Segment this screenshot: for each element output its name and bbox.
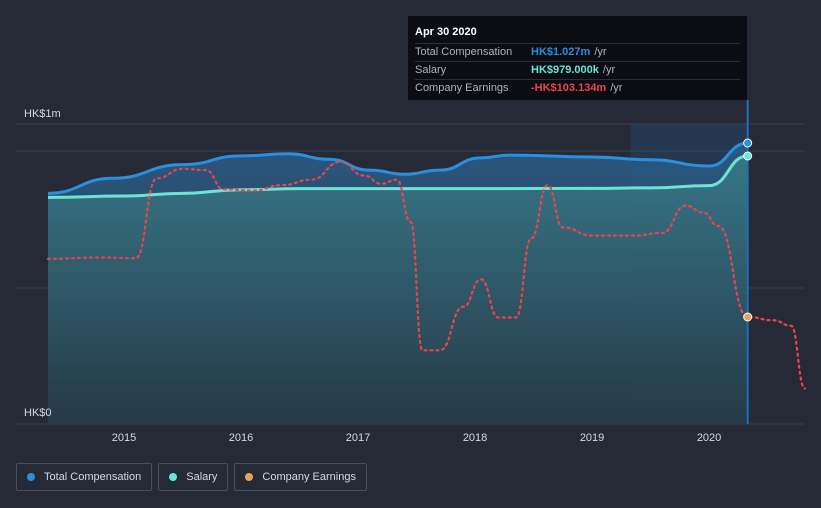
company-earnings-line[interactable] bbox=[46, 160, 807, 390]
tooltip: Apr 30 2020 Total Compensation HK$1.027m… bbox=[408, 16, 747, 100]
tooltip-row-total-compensation: Total Compensation HK$1.027m /yr bbox=[415, 43, 740, 61]
salary-line[interactable] bbox=[47, 154, 748, 199]
company-earnings-marker[interactable] bbox=[743, 312, 753, 322]
legend-item-total-compensation[interactable]: Total Compensation bbox=[16, 463, 153, 491]
legend-label: Total Compensation bbox=[44, 471, 142, 483]
legend-dot-icon bbox=[169, 473, 178, 481]
x-tick-label: 2020 bbox=[697, 432, 721, 444]
tooltip-date: Apr 30 2020 bbox=[415, 26, 477, 38]
tooltip-value: -HK$103.134m bbox=[531, 82, 607, 94]
legend-item-salary[interactable]: Salary bbox=[158, 463, 229, 491]
y-tick-label: HK$1m bbox=[24, 108, 61, 120]
tooltip-unit: /yr bbox=[594, 46, 607, 58]
legend-dot-icon bbox=[27, 473, 35, 481]
tooltip-label: Total Compensation bbox=[415, 46, 513, 58]
x-tick-label: 2018 bbox=[463, 432, 487, 444]
tooltip-label: Company Earnings bbox=[415, 82, 509, 94]
legend-dot-icon bbox=[245, 473, 254, 481]
x-tick-label: 2017 bbox=[346, 432, 370, 444]
tooltip-row-salary: Salary HK$979.000k /yr bbox=[415, 61, 740, 79]
salary-marker[interactable] bbox=[743, 151, 753, 161]
legend-label: Company Earnings bbox=[262, 471, 356, 483]
tooltip-unit: /yr bbox=[602, 64, 616, 76]
legend: Total Compensation Salary Company Earnin… bbox=[16, 463, 367, 491]
legend-label: Salary bbox=[186, 471, 218, 483]
legend-item-company-earnings[interactable]: Company Earnings bbox=[234, 463, 367, 491]
tooltip-label: Salary bbox=[415, 64, 447, 76]
tooltip-unit: /yr bbox=[610, 82, 623, 94]
y-tick-label: HK$0 bbox=[24, 407, 52, 419]
tooltip-value: HK$1.027m bbox=[531, 46, 591, 58]
tooltip-value: HK$979.000k bbox=[531, 64, 599, 76]
total-compensation-line[interactable] bbox=[47, 141, 748, 195]
total-compensation-marker[interactable] bbox=[743, 138, 753, 148]
x-tick-label: 2016 bbox=[229, 432, 253, 444]
salary-area bbox=[48, 156, 748, 424]
tooltip-row-company-earnings: Company Earnings -HK$103.134m /yr bbox=[415, 79, 740, 97]
x-tick-label: 2019 bbox=[580, 432, 604, 444]
x-tick-label: 2015 bbox=[112, 432, 136, 444]
